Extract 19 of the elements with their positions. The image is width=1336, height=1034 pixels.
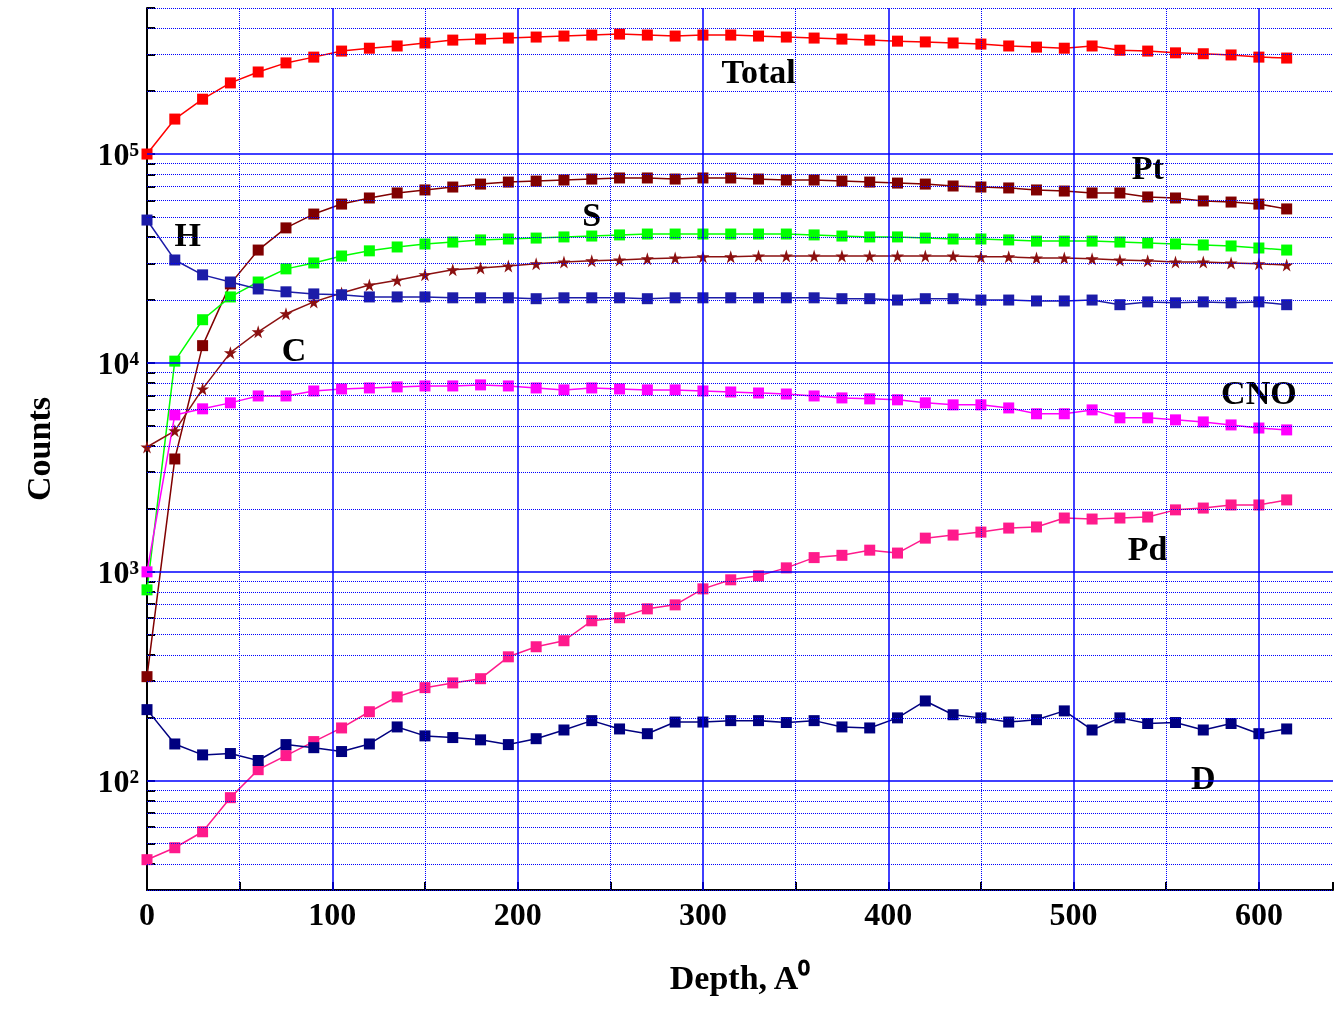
x-tick-label: 400 xyxy=(864,896,913,932)
x-axis-title: Depth, A⁰ xyxy=(669,958,811,996)
y-tick-label: 10³ xyxy=(97,553,139,590)
x-tick-label: 600 xyxy=(1234,896,1283,932)
series-label: Pt xyxy=(1131,149,1165,187)
x-tick-label: 500 xyxy=(1049,896,1098,932)
x-tick-label: 200 xyxy=(493,896,542,932)
x-tick-label: 0 xyxy=(139,896,155,932)
x-tick-label: 100 xyxy=(308,896,357,932)
y-tick-label: 10⁵ xyxy=(97,136,139,173)
series-label: H xyxy=(174,216,202,254)
y-axis-title: Counts xyxy=(19,397,57,501)
series-label: Total xyxy=(721,52,796,90)
x-tick-label: 300 xyxy=(678,896,727,932)
y-tick-label: 10⁴ xyxy=(97,344,140,381)
series-label: C xyxy=(281,331,307,369)
y-tick-label: 10² xyxy=(97,762,139,799)
series-label: S xyxy=(582,195,602,233)
series-label: Pd xyxy=(1127,529,1168,567)
